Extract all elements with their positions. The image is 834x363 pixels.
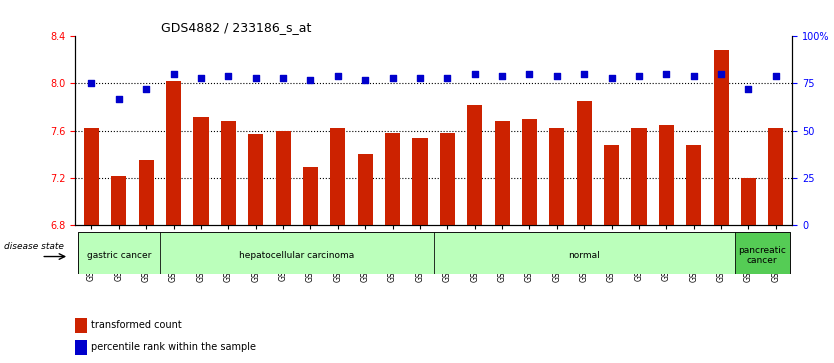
- Point: [440, 75, 454, 81]
- Bar: [440, 133, 455, 225]
- Point: [741, 86, 755, 92]
- Point: [194, 75, 208, 81]
- Bar: [577, 101, 592, 225]
- Bar: [714, 50, 729, 225]
- Bar: [166, 81, 181, 225]
- Bar: [413, 138, 428, 225]
- Bar: [631, 129, 646, 225]
- Point: [222, 73, 235, 79]
- Text: pancreatic
cancer: pancreatic cancer: [738, 246, 786, 265]
- Point: [523, 71, 536, 77]
- Point: [139, 86, 153, 92]
- Bar: [75, 339, 87, 355]
- Point: [167, 71, 180, 77]
- Point: [359, 77, 372, 83]
- Bar: [249, 134, 264, 225]
- Bar: [434, 232, 735, 274]
- Text: transformed count: transformed count: [91, 321, 182, 330]
- Text: normal: normal: [568, 251, 600, 260]
- Point: [687, 73, 701, 79]
- Point: [113, 96, 126, 102]
- Bar: [467, 105, 482, 225]
- Bar: [75, 318, 87, 333]
- Bar: [385, 133, 400, 225]
- Point: [249, 75, 263, 81]
- Bar: [686, 145, 701, 225]
- Point: [769, 73, 782, 79]
- Bar: [78, 232, 160, 274]
- Bar: [275, 131, 290, 225]
- Text: GDS4882 / 233186_s_at: GDS4882 / 233186_s_at: [161, 21, 312, 34]
- Bar: [303, 167, 318, 225]
- Text: disease state: disease state: [4, 242, 63, 252]
- Bar: [659, 125, 674, 225]
- Point: [414, 75, 427, 81]
- Bar: [495, 121, 510, 225]
- Bar: [193, 117, 208, 225]
- Point: [578, 71, 591, 77]
- Bar: [358, 154, 373, 225]
- Bar: [221, 121, 236, 225]
- Bar: [768, 129, 783, 225]
- Text: percentile rank within the sample: percentile rank within the sample: [91, 342, 256, 352]
- Bar: [330, 129, 345, 225]
- Point: [715, 71, 728, 77]
- Bar: [138, 160, 153, 225]
- Bar: [111, 176, 127, 225]
- Point: [276, 75, 289, 81]
- Point: [550, 73, 564, 79]
- Bar: [550, 129, 565, 225]
- Text: hepatocellular carcinoma: hepatocellular carcinoma: [239, 251, 354, 260]
- Point: [331, 73, 344, 79]
- Point: [660, 71, 673, 77]
- Bar: [522, 119, 537, 225]
- Point: [386, 75, 399, 81]
- Bar: [735, 232, 790, 274]
- Point: [495, 73, 509, 79]
- Bar: [604, 145, 619, 225]
- Bar: [160, 232, 434, 274]
- Point: [85, 81, 98, 86]
- Point: [468, 71, 481, 77]
- Text: gastric cancer: gastric cancer: [87, 251, 151, 260]
- Point: [605, 75, 618, 81]
- Point: [304, 77, 317, 83]
- Bar: [741, 178, 756, 225]
- Bar: [84, 129, 99, 225]
- Point: [632, 73, 646, 79]
